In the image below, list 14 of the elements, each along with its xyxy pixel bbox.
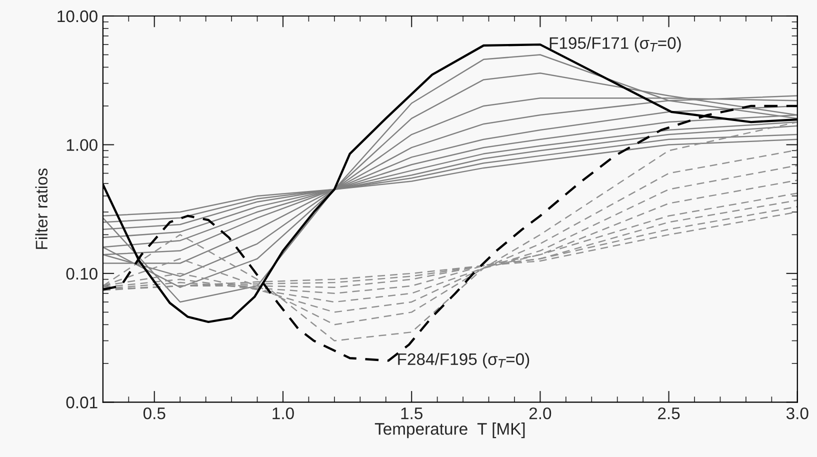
x-tick-label: 2.0 <box>529 407 552 420</box>
y-tick-label: 10.00 <box>58 10 98 22</box>
y-tick-label: 0.10 <box>66 268 98 280</box>
y-tick-label: 1.00 <box>66 139 98 151</box>
x-tick-label: 3.0 <box>786 407 808 420</box>
y-axis-title: Filter ratios <box>35 168 48 249</box>
x-tick-label: 1.5 <box>401 408 422 420</box>
x-tick-label: 2.5 <box>658 407 680 420</box>
annotation: F195/F171 (σ$_{T}$=0) <box>550 36 681 52</box>
y-tick-label: 0.01 <box>66 396 98 408</box>
annotation: F284/F195 (σ$_{T}$=0) <box>398 352 530 368</box>
x-axis-title: Temperature T [MK] <box>374 422 525 438</box>
x-tick-label: 0.5 <box>143 407 166 420</box>
x-tick-label: 1.0 <box>272 407 294 420</box>
